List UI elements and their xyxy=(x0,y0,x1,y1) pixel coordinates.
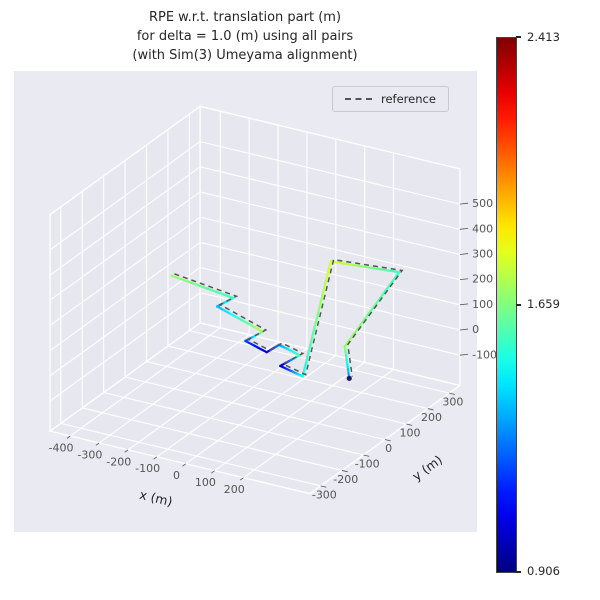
svg-text:-100: -100 xyxy=(355,457,380,470)
svg-text:100: 100 xyxy=(195,476,216,489)
colorbar xyxy=(496,37,517,573)
colorbar-tick-max xyxy=(516,36,521,38)
colorbar-mid-label: 1.659 xyxy=(527,297,560,311)
svg-text:0: 0 xyxy=(385,442,392,455)
chart-title: RPE w.r.t. translation part (m) for delt… xyxy=(0,8,490,65)
colorbar-tick-min xyxy=(516,571,521,573)
svg-text:300: 300 xyxy=(472,248,493,261)
svg-text:0: 0 xyxy=(173,469,180,482)
title-line-3: (with Sim(3) Umeyama alignment) xyxy=(132,48,358,63)
svg-text:200: 200 xyxy=(472,273,493,286)
legend: reference xyxy=(332,86,449,112)
svg-text:-100: -100 xyxy=(135,462,160,475)
colorbar-max-label: 2.413 xyxy=(527,30,560,44)
svg-text:-100: -100 xyxy=(472,348,497,361)
svg-text:300: 300 xyxy=(442,395,463,408)
svg-text:400: 400 xyxy=(472,222,493,235)
svg-text:100: 100 xyxy=(400,426,421,439)
svg-text:500: 500 xyxy=(472,197,493,210)
svg-text:-200: -200 xyxy=(106,455,131,468)
svg-text:100: 100 xyxy=(472,298,493,311)
reference-trajectory xyxy=(174,258,404,377)
svg-text:200: 200 xyxy=(224,483,245,496)
svg-text:0: 0 xyxy=(472,323,479,336)
svg-text:-300: -300 xyxy=(312,488,337,501)
title-line-1: RPE w.r.t. translation part (m) xyxy=(148,10,342,25)
reference-dashed-line-icon xyxy=(345,98,372,100)
title-line-2: for delta = 1.0 (m) using all pairs xyxy=(136,29,354,44)
svg-text:-400: -400 xyxy=(49,441,74,454)
svg-text:-200: -200 xyxy=(333,473,358,486)
colorbar-min-label: 0.906 xyxy=(527,564,560,578)
axes-panes xyxy=(48,105,462,495)
legend-label-reference: reference xyxy=(381,92,436,106)
colorbar-tick-mid xyxy=(516,304,521,306)
svg-text:200: 200 xyxy=(421,411,442,424)
trajectory-end-point xyxy=(346,375,352,381)
svg-text:-300: -300 xyxy=(77,448,102,461)
